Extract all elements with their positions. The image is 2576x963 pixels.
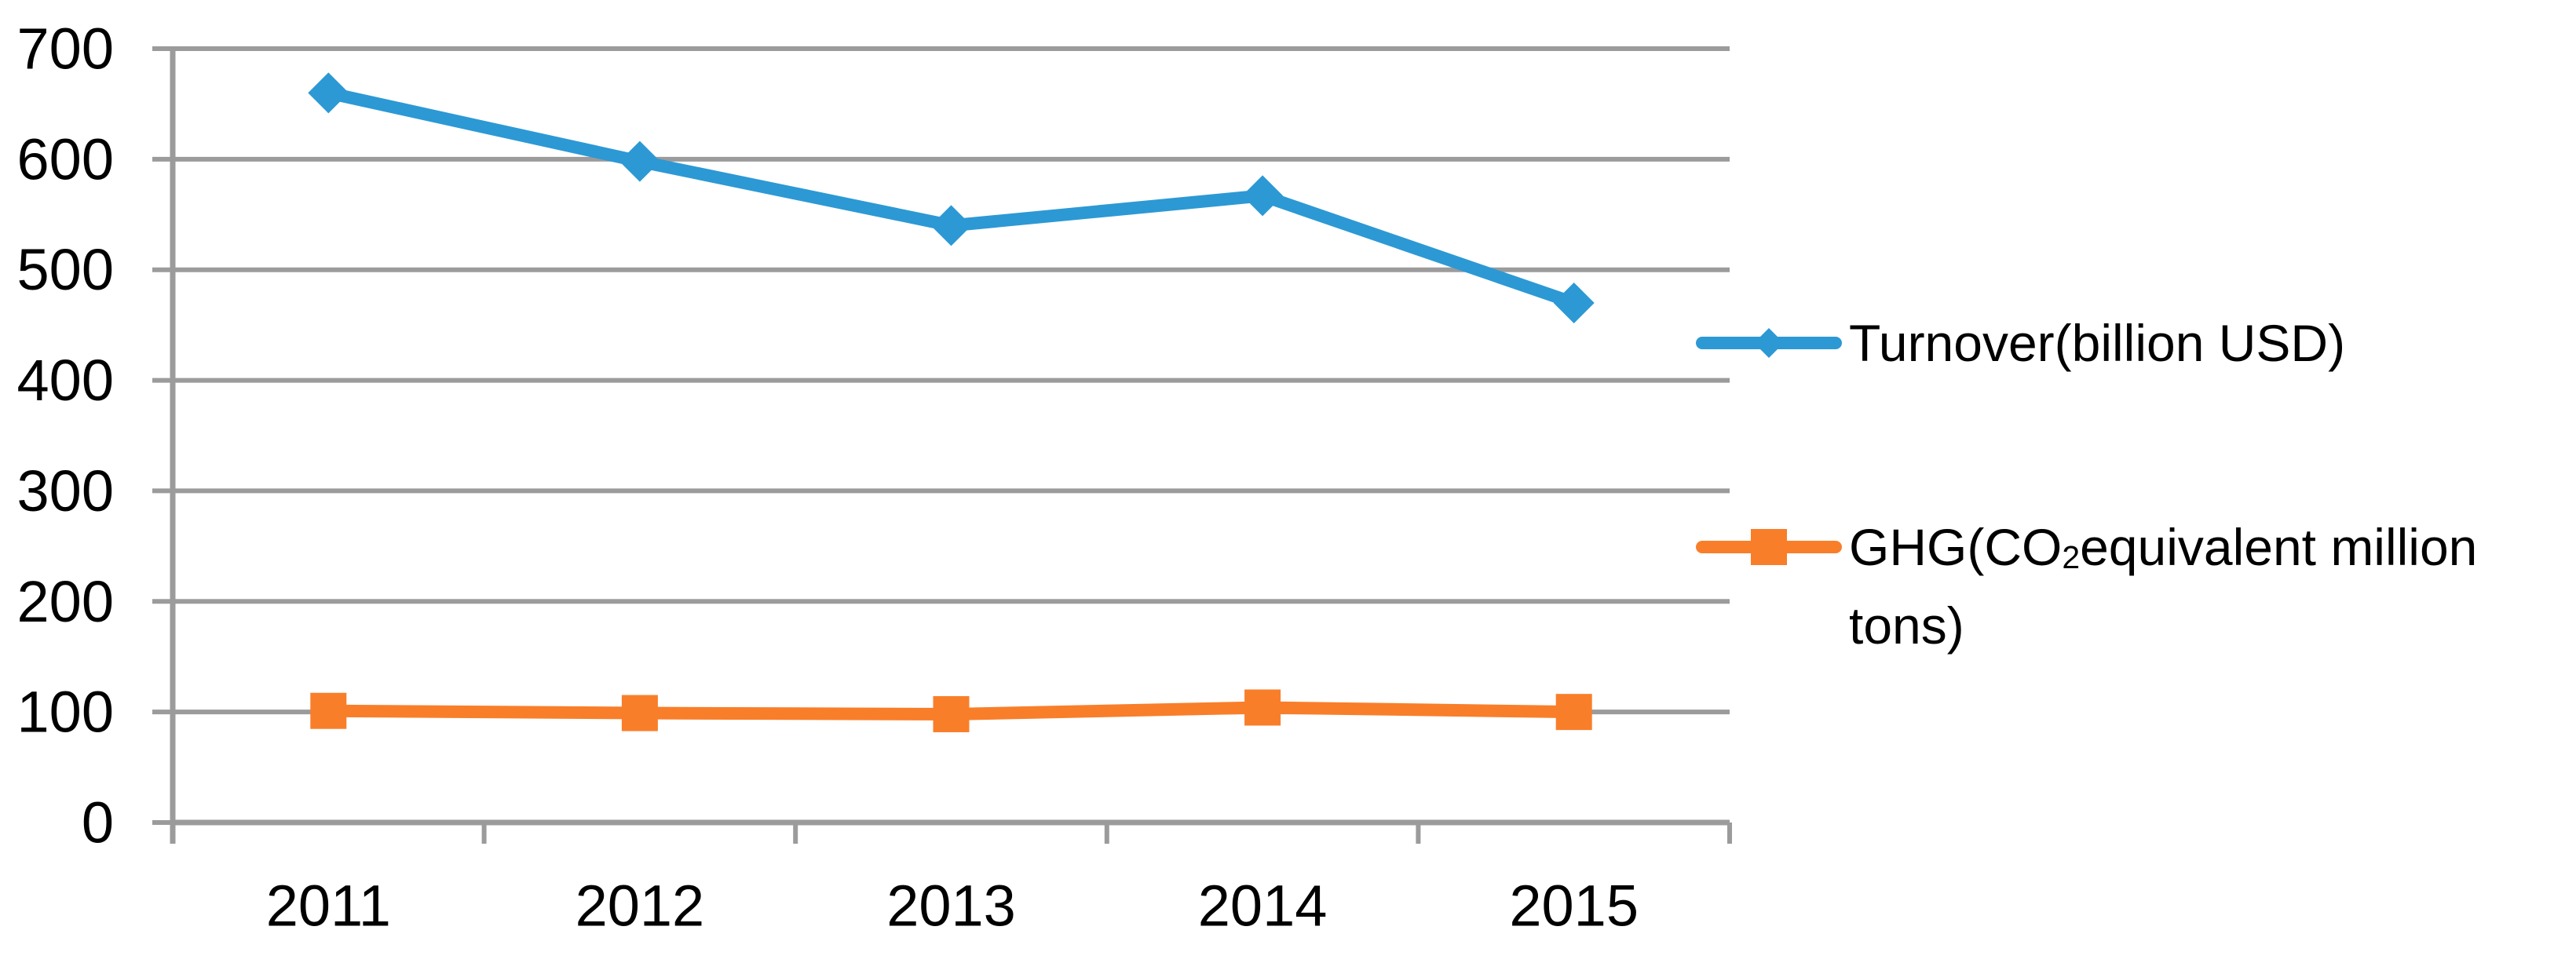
series-ghg — [310, 689, 1592, 732]
ghg-marker — [1555, 694, 1592, 731]
ticks — [152, 46, 1732, 844]
y-axis-label: 400 — [17, 348, 114, 413]
legend-ghg-label: GHG(CO2equivalent million — [1849, 518, 2477, 576]
y-axis-label: 100 — [17, 680, 114, 745]
turnover-marker — [308, 72, 349, 114]
ghg-marker — [621, 695, 658, 731]
y-axis-label: 500 — [17, 237, 114, 302]
legend-ghg-label: tons) — [1849, 596, 1964, 655]
ghg-marker — [1244, 689, 1281, 726]
turnover-marker — [1553, 282, 1595, 323]
legend-turnover-label: Turnover(billion USD) — [1849, 314, 2345, 372]
y-axis-label: 300 — [17, 458, 114, 523]
x-axis-label: 2011 — [266, 874, 391, 939]
legend-ghg-square-icon — [1751, 529, 1787, 565]
x-axis-label: 2012 — [575, 874, 705, 939]
y-axis-label: 700 — [17, 16, 114, 82]
x-axis-labels: 2011 2012 2013 2014 2015 — [266, 874, 1639, 939]
y-axis-label: 600 — [17, 126, 114, 192]
legend-item-turnover: Turnover(billion USD) — [1696, 314, 2345, 372]
y-axis-label: 200 — [17, 569, 114, 634]
legend: Turnover(billion USD) GHG(CO2equivalent m… — [1696, 314, 2477, 655]
series-turnover — [308, 72, 1595, 323]
turnover-marker — [1242, 175, 1284, 217]
legend-turnover-diamond-icon — [1754, 328, 1784, 358]
y-axis-label: 0 — [82, 790, 114, 855]
x-axis-label: 2013 — [886, 874, 1016, 939]
ghg-marker — [933, 695, 970, 732]
y-axis-labels: 0 100 200 300 400 500 600 700 — [17, 16, 114, 855]
turnover-marker — [619, 140, 660, 182]
turnover-marker — [930, 205, 972, 246]
legend-item-ghg: GHG(CO2equivalent million tons) — [1696, 518, 2477, 655]
x-axis-label: 2014 — [1198, 874, 1328, 939]
ghg-marker — [310, 692, 347, 729]
x-axis-label: 2015 — [1509, 874, 1639, 939]
